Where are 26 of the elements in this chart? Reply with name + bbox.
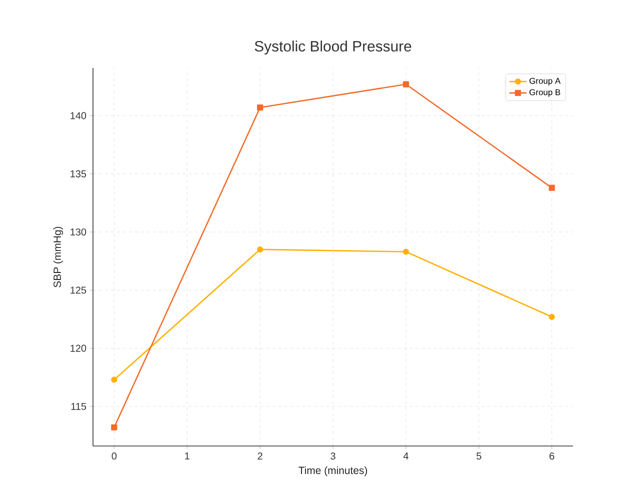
x-tick-label: 6 — [550, 452, 554, 460]
x-tick-label: 2 — [258, 452, 262, 460]
y-tick-label: 130 — [70, 228, 86, 236]
point — [402, 81, 410, 88]
y-tick-label: 125 — [70, 286, 86, 294]
point — [111, 424, 118, 430]
point — [257, 246, 264, 252]
x-tick-label: 5 — [476, 452, 482, 460]
point — [257, 104, 264, 111]
point — [402, 248, 410, 255]
chart-title: Systolic Blood Pressure — [254, 40, 412, 54]
y-tick-label: 135 — [70, 170, 86, 178]
legend-label: Group B — [530, 89, 560, 97]
y-tick-label: 140 — [70, 112, 86, 120]
x-tick-label: 1 — [185, 452, 190, 460]
y-tick-label: 120 — [70, 344, 86, 352]
legend-label: Group A — [530, 78, 561, 86]
y-axis-title: SBP (mmHg) — [53, 226, 64, 288]
x-tick-label: 3 — [330, 452, 336, 460]
x-tick-label: 4 — [403, 452, 408, 460]
point — [548, 314, 555, 320]
x-axis-title: Time (minutes) — [298, 466, 368, 476]
y-tick-label: 115 — [71, 402, 86, 410]
x-tick-label: 0 — [112, 452, 117, 460]
point — [548, 184, 555, 191]
point — [111, 376, 118, 383]
